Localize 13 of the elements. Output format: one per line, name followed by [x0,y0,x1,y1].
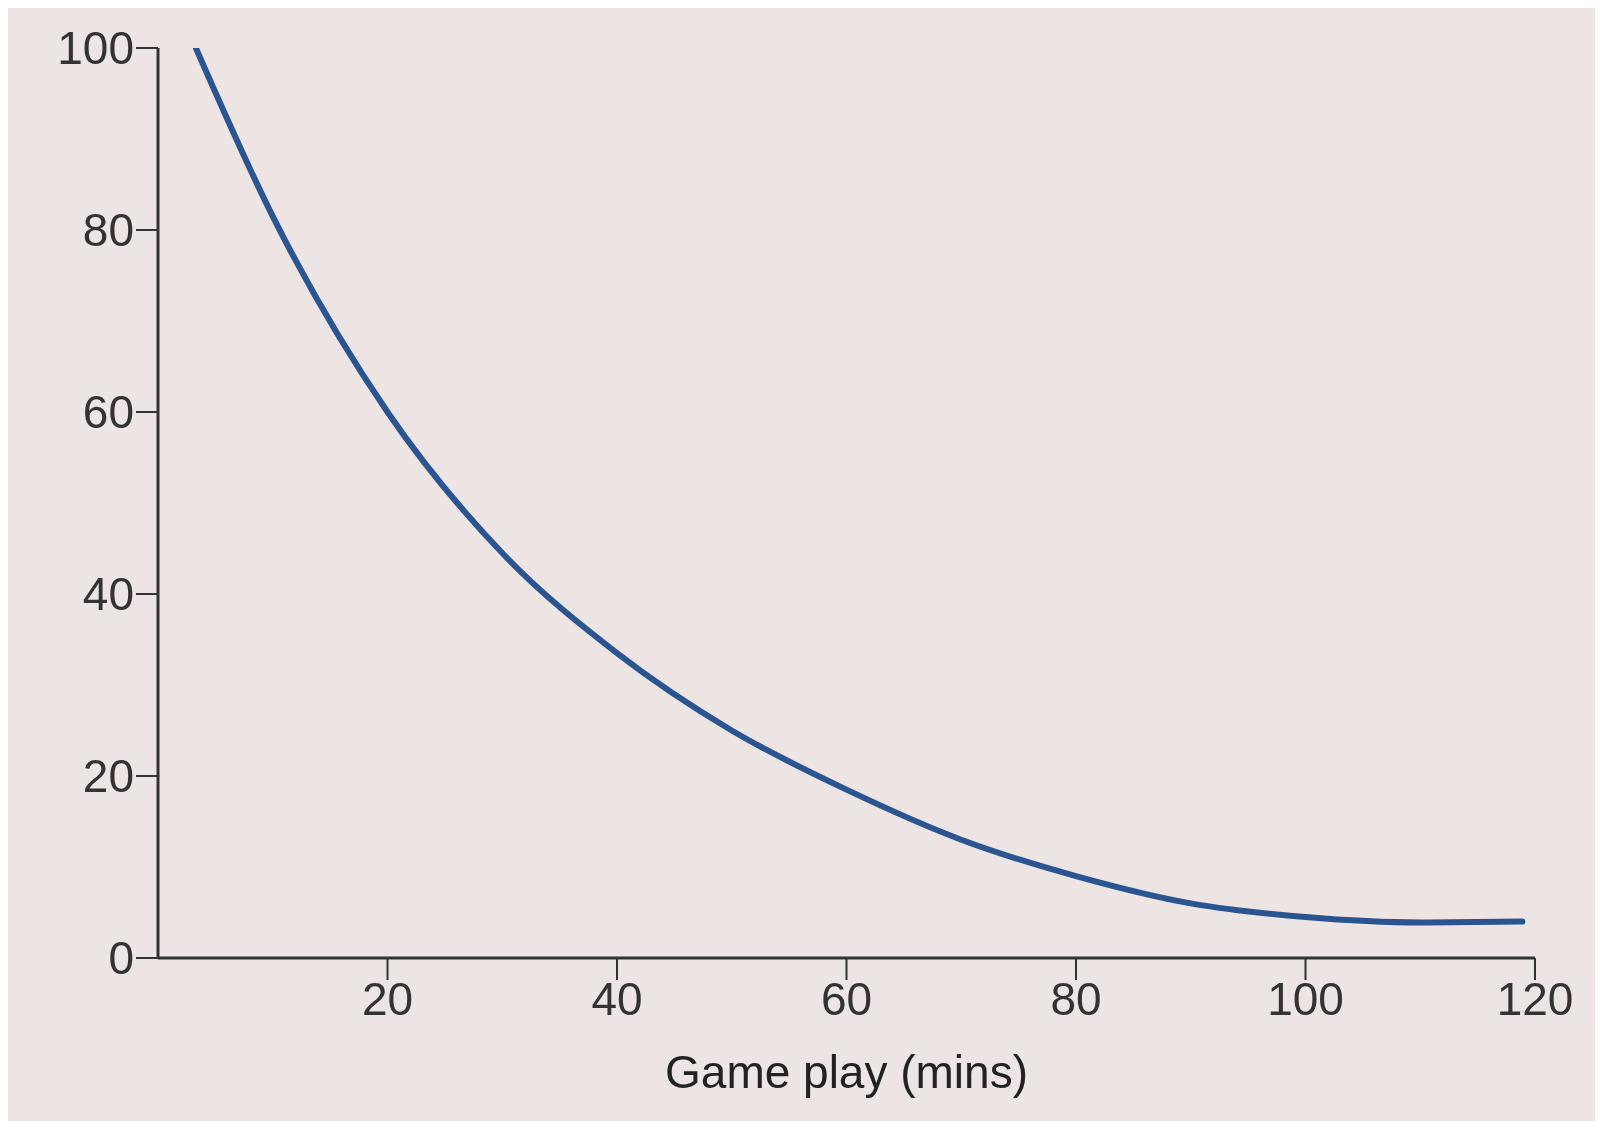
x-tick-label: 20 [361,972,414,1025]
x-tick-label: 100 [1267,972,1344,1025]
y-tick-label: 20 [82,750,134,803]
y-tick-label: 100 [57,22,134,75]
x-tick-label: 60 [820,972,873,1025]
y-tick-label: 60 [82,386,134,439]
y-tick-label: 80 [82,204,134,257]
x-axis-title: Game play (mins) [665,1046,1028,1098]
x-tick-label: 80 [1050,972,1102,1025]
y-tick-label: 0 [108,932,134,985]
x-tick-label: 40 [591,972,643,1025]
x-tick-label: 120 [1496,972,1574,1025]
y-tick-label: 40 [82,568,134,621]
